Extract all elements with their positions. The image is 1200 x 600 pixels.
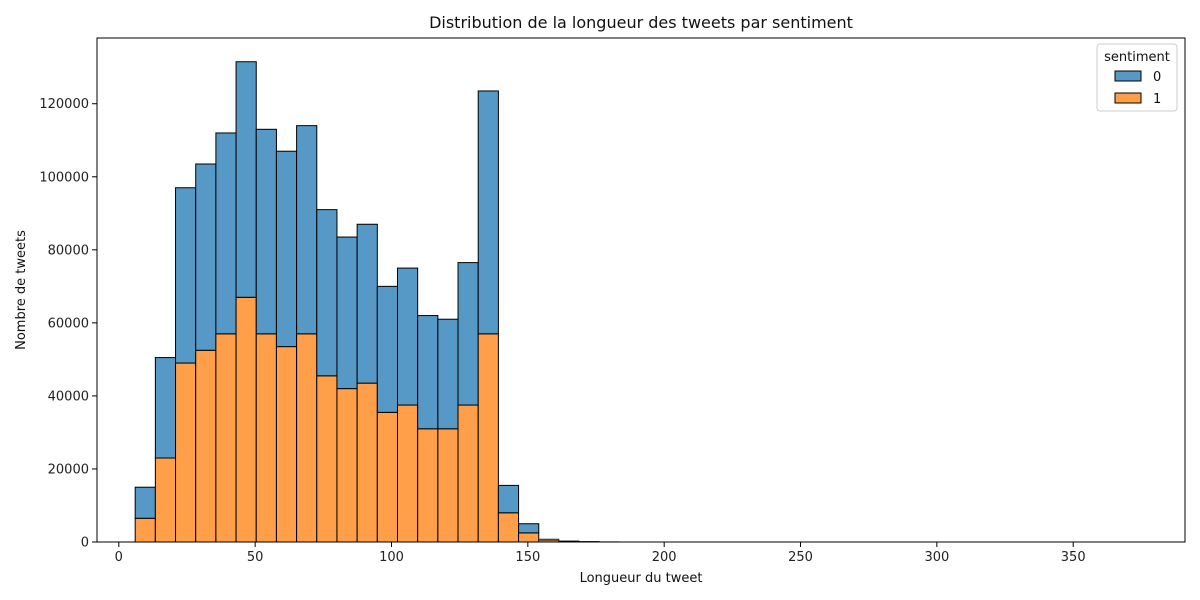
bar-sentiment-0-16 — [457, 262, 479, 406]
bar-sentiment-0-9 — [316, 209, 338, 377]
bar-sentiment-0-10 — [336, 236, 358, 390]
chart-title: Distribution de la longueur des tweets p… — [429, 13, 853, 32]
bar-sentiment-1-6 — [255, 333, 277, 543]
y-tick-label-40000: 40000 — [48, 389, 89, 404]
x-tick-label-300: 300 — [924, 550, 949, 565]
bar-sentiment-1-0 — [134, 517, 156, 543]
x-tick-label-100: 100 — [379, 550, 404, 565]
bar-sentiment-0-17 — [477, 90, 499, 335]
bar-sentiment-0-20 — [538, 538, 560, 541]
bar-sentiment-0-11 — [356, 223, 378, 384]
bar-sentiment-1-12 — [376, 411, 398, 543]
bars-group — [134, 61, 1145, 543]
legend-label-1: 1 — [1153, 92, 1161, 107]
bar-sentiment-1-14 — [417, 428, 439, 543]
bar-sentiment-0-8 — [296, 125, 318, 335]
bar-sentiment-1-8 — [296, 333, 318, 543]
y-axis: 0 20000 40000 60000 80000 100000 120000 — [39, 97, 97, 551]
bar-sentiment-1-9 — [316, 375, 338, 543]
y-tick-label-100000: 100000 — [39, 170, 89, 185]
plot-frame — [96, 37, 1186, 543]
bar-sentiment-0-14 — [417, 315, 439, 430]
bar-sentiment-0-0 — [134, 486, 156, 519]
legend: sentiment 0 1 — [1096, 43, 1178, 112]
x-tick-label-150: 150 — [515, 550, 540, 565]
bar-sentiment-0-6 — [255, 128, 277, 335]
x-tick-label-200: 200 — [652, 550, 677, 565]
bar-sentiment-1-4 — [215, 333, 237, 543]
legend-title: sentiment — [1104, 50, 1170, 65]
bar-sentiment-0-3 — [195, 163, 217, 351]
bar-sentiment-0-18 — [497, 484, 520, 514]
bar-sentiment-1-5 — [235, 296, 257, 543]
bar-sentiment-0-7 — [275, 150, 298, 348]
y-tick-label-120000: 120000 — [39, 97, 89, 112]
bar-sentiment-1-17 — [477, 333, 499, 543]
bar-sentiment-0-1 — [154, 357, 177, 459]
bar-sentiment-1-18 — [497, 512, 520, 543]
y-tick-label-80000: 80000 — [48, 243, 89, 258]
bar-sentiment-1-3 — [195, 349, 217, 543]
legend-swatch-1 — [1114, 92, 1142, 104]
y-tick-label-0: 0 — [81, 536, 89, 551]
bar-sentiment-0-4 — [215, 132, 237, 335]
legend-swatch-0 — [1114, 70, 1142, 82]
bar-sentiment-1-7 — [275, 346, 298, 543]
bar-sentiment-1-1 — [154, 457, 177, 543]
bar-sentiment-0-19 — [518, 523, 540, 534]
bar-sentiment-0-2 — [175, 187, 197, 364]
x-tick-label-0: 0 — [115, 550, 123, 565]
bar-sentiment-1-10 — [336, 388, 358, 543]
x-tick-label-250: 250 — [788, 550, 813, 565]
x-axis-label: Longueur du tweet — [580, 571, 703, 586]
bar-sentiment-1-19 — [518, 532, 540, 543]
bar-sentiment-1-2 — [175, 362, 197, 543]
x-axis: 0 50 100 150 200 250 300 350 — [115, 542, 1086, 565]
legend-label-0: 0 — [1153, 70, 1161, 85]
bar-sentiment-0-13 — [396, 267, 419, 406]
y-tick-label-60000: 60000 — [48, 316, 89, 331]
bar-sentiment-1-11 — [356, 382, 378, 543]
bar-sentiment-0-12 — [376, 285, 398, 413]
bar-sentiment-1-13 — [396, 404, 419, 543]
y-axis-label: Nombre de tweets — [14, 230, 29, 350]
y-tick-label-20000: 20000 — [48, 462, 89, 477]
x-tick-label-350: 350 — [1061, 550, 1086, 565]
bar-sentiment-1-15 — [437, 428, 459, 543]
bar-sentiment-0-5 — [235, 61, 257, 298]
bar-sentiment-0-15 — [437, 318, 459, 430]
x-tick-label-50: 50 — [247, 550, 264, 565]
bar-sentiment-1-16 — [457, 404, 479, 543]
